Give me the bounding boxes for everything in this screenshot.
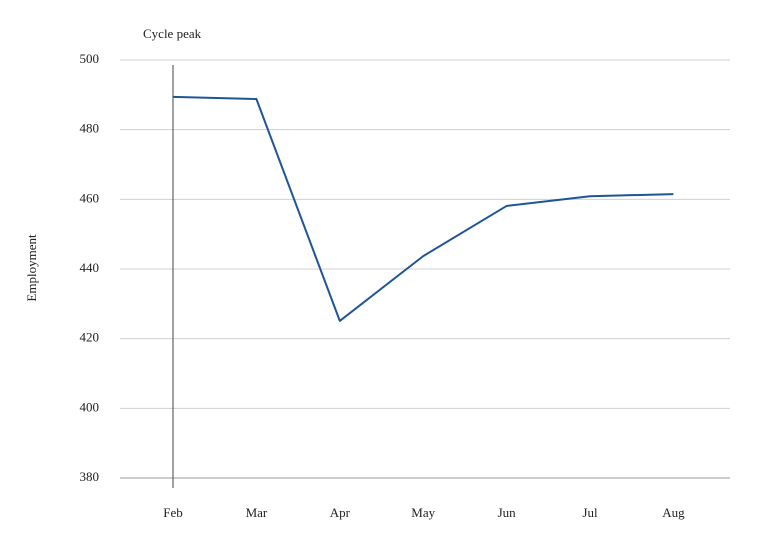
- x-tick-label: Feb: [163, 505, 183, 520]
- y-tick-label: 460: [80, 190, 100, 205]
- y-axis-label: Employment: [24, 234, 39, 302]
- y-tick-label: 440: [80, 260, 100, 275]
- x-tick-label: Jul: [582, 505, 598, 520]
- y-tick-label: 420: [80, 330, 100, 345]
- y-tick-label: 400: [80, 399, 100, 414]
- y-tick-label: 380: [80, 469, 100, 484]
- y-tick-label: 480: [80, 121, 100, 136]
- x-tick-label: Apr: [330, 505, 351, 520]
- annotation-text: Cycle peak: [143, 26, 202, 41]
- x-tick-label: Jun: [498, 505, 517, 520]
- line-series: [172, 95, 674, 322]
- x-tick-label: Mar: [246, 505, 268, 520]
- y-tick-label: 500: [80, 51, 100, 66]
- x-tick-label: May: [411, 505, 435, 520]
- x-tick-label: Aug: [662, 505, 685, 520]
